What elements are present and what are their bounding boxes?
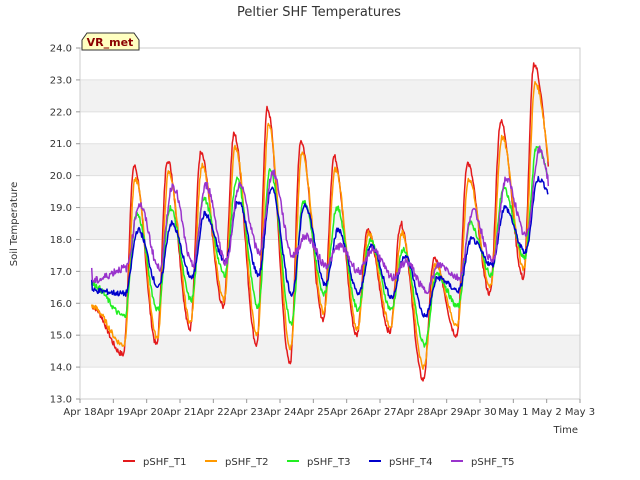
y-tick-label: 21.0 bbox=[50, 139, 72, 150]
series-line-pSHF_T1 bbox=[91, 62, 550, 382]
x-tick-label: Apr 26 bbox=[330, 407, 363, 418]
grid-band bbox=[80, 79, 580, 112]
y-tick-label: 24.0 bbox=[50, 44, 72, 55]
grid-band bbox=[80, 271, 580, 304]
x-tick-label: Apr 20 bbox=[130, 407, 163, 418]
site-badge-text: VR_met bbox=[87, 36, 134, 49]
legend-label-pSHF_T4: pSHF_T4 bbox=[389, 457, 432, 468]
x-tick-label: Apr 21 bbox=[163, 407, 196, 418]
y-tick-label: 13.0 bbox=[50, 395, 72, 406]
y-tick-label: 14.0 bbox=[50, 363, 72, 374]
x-tick-label: Apr 27 bbox=[363, 407, 396, 418]
x-axis-ticks: Apr 18 Apr 19 Apr 20 Apr 21 Apr 22 Apr 23 Apr … bbox=[63, 399, 595, 418]
site-badge-shape bbox=[81, 32, 140, 51]
x-tick-label: Apr 23 bbox=[230, 407, 263, 418]
y-tick-label: 16.0 bbox=[50, 299, 72, 310]
series-line-pSHF_T3 bbox=[90, 146, 549, 348]
x-tick-label: May 1 bbox=[498, 407, 528, 418]
legend-label-pSHF_T1: pSHF_T1 bbox=[143, 457, 186, 468]
y-tick-label: 17.0 bbox=[50, 267, 72, 278]
y-tick-label: 23.0 bbox=[50, 75, 72, 86]
series-line-pSHF_T4 bbox=[90, 175, 549, 318]
legend-label-pSHF_T5: pSHF_T5 bbox=[471, 457, 514, 468]
x-tick-label: May 2 bbox=[532, 407, 562, 418]
grid-band bbox=[80, 303, 580, 336]
series-line-pSHF_T2 bbox=[90, 81, 550, 370]
y-tick-label: 19.0 bbox=[50, 203, 72, 214]
x-tick-label: Apr 29 bbox=[430, 407, 463, 418]
site-badge: VR_met bbox=[81, 32, 140, 51]
x-tick-label: Apr 18 bbox=[63, 407, 96, 418]
series-lines bbox=[90, 62, 550, 382]
y-tick-label: 20.0 bbox=[50, 171, 72, 182]
grid-band bbox=[80, 111, 580, 144]
legend-label-pSHF_T2: pSHF_T2 bbox=[225, 457, 268, 468]
x-tick-label: May 3 bbox=[565, 407, 595, 418]
grid-band bbox=[80, 143, 580, 176]
y-axis-label: Soil Temperature bbox=[9, 182, 20, 267]
grid-band bbox=[80, 335, 580, 368]
x-tick-label: Apr 22 bbox=[197, 407, 230, 418]
x-tick-label: Apr 28 bbox=[397, 407, 430, 418]
legend: pSHF_T1 pSHF_T2 pSHF_T3 pSHF_T4 pSHF_T5 bbox=[123, 457, 514, 468]
x-tick-label: Apr 19 bbox=[97, 407, 130, 418]
grid-band bbox=[80, 367, 580, 399]
legend-label-pSHF_T3: pSHF_T3 bbox=[307, 457, 350, 468]
x-tick-label: Apr 24 bbox=[263, 407, 296, 418]
grid-band bbox=[80, 48, 580, 80]
y-tick-label: 15.0 bbox=[50, 331, 72, 342]
y-tick-label: 22.0 bbox=[50, 107, 72, 118]
plot-frame bbox=[79, 47, 581, 400]
y-tick-label: 18.0 bbox=[50, 235, 72, 246]
x-tick-label: Apr 25 bbox=[297, 407, 330, 418]
y-axis-ticks: 13.0 14.0 15.0 16.0 17.0 18.0 19.0 20.0 21.0 22.0… bbox=[50, 44, 80, 406]
x-axis-label: Time bbox=[553, 425, 578, 436]
x-tick-label: Apr 30 bbox=[463, 407, 496, 418]
chart-title: Peltier SHF Temperatures bbox=[237, 5, 401, 20]
series-line-pSHF_T5 bbox=[90, 145, 550, 295]
